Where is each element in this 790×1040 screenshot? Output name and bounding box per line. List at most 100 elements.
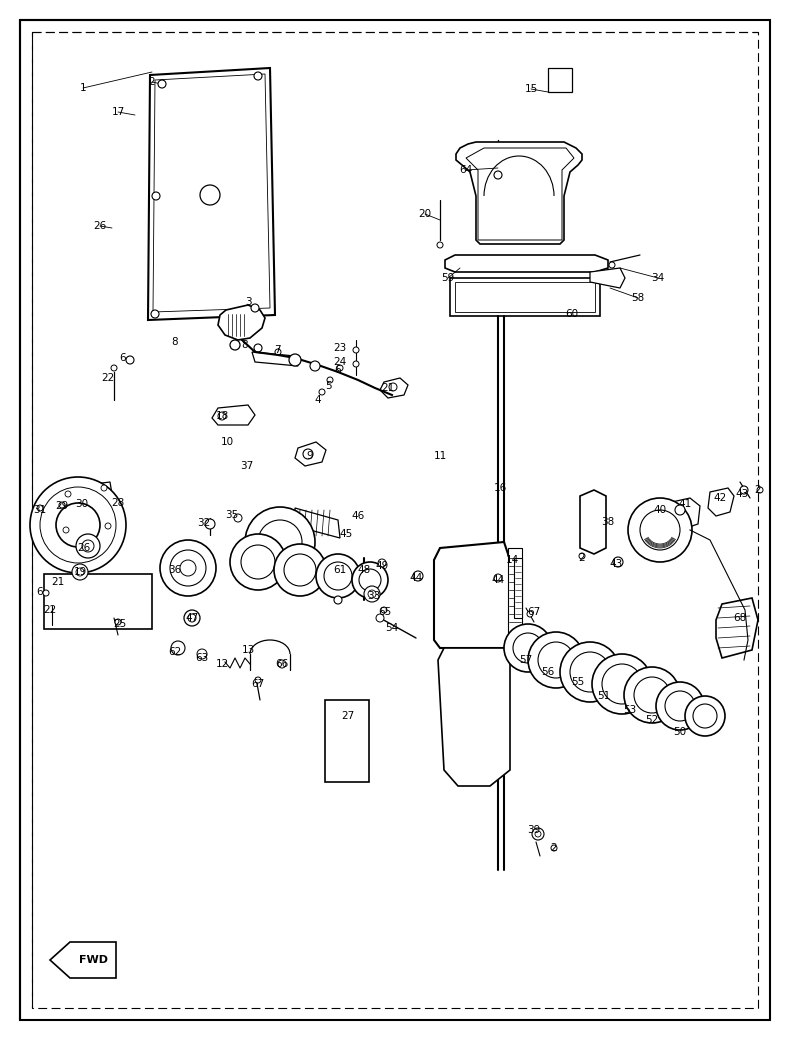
Circle shape bbox=[126, 356, 134, 364]
Circle shape bbox=[527, 612, 533, 617]
Text: 9: 9 bbox=[307, 451, 314, 461]
Circle shape bbox=[284, 554, 316, 586]
Circle shape bbox=[624, 667, 680, 723]
Text: 8: 8 bbox=[242, 340, 248, 350]
Circle shape bbox=[389, 383, 397, 391]
Circle shape bbox=[381, 607, 387, 613]
Text: 34: 34 bbox=[652, 274, 664, 283]
Circle shape bbox=[353, 361, 359, 367]
Text: 7: 7 bbox=[273, 345, 280, 355]
Polygon shape bbox=[580, 490, 606, 554]
Text: 48: 48 bbox=[357, 565, 371, 575]
Text: 26: 26 bbox=[77, 543, 91, 553]
Circle shape bbox=[376, 614, 384, 622]
Circle shape bbox=[628, 498, 692, 562]
Text: 43: 43 bbox=[735, 489, 749, 499]
Circle shape bbox=[740, 486, 748, 494]
Text: 41: 41 bbox=[679, 499, 691, 509]
Text: 45: 45 bbox=[340, 529, 352, 539]
Text: 43: 43 bbox=[609, 560, 623, 569]
Text: 29: 29 bbox=[55, 501, 69, 511]
Text: 27: 27 bbox=[341, 711, 355, 721]
Text: 6: 6 bbox=[120, 353, 126, 363]
Circle shape bbox=[289, 354, 301, 366]
Text: 67: 67 bbox=[251, 679, 265, 690]
Text: 66: 66 bbox=[276, 659, 288, 669]
Text: 62: 62 bbox=[168, 647, 182, 657]
Text: 46: 46 bbox=[352, 511, 365, 521]
Text: 28: 28 bbox=[111, 498, 125, 508]
Text: 53: 53 bbox=[623, 705, 637, 716]
Text: 21: 21 bbox=[382, 383, 395, 393]
Text: 51: 51 bbox=[597, 691, 611, 701]
Polygon shape bbox=[456, 142, 582, 244]
Text: 67: 67 bbox=[528, 607, 540, 617]
Text: 5: 5 bbox=[325, 381, 331, 391]
Text: 19: 19 bbox=[73, 567, 87, 577]
Circle shape bbox=[359, 569, 381, 591]
Polygon shape bbox=[148, 68, 275, 320]
Text: 39: 39 bbox=[528, 825, 540, 835]
Circle shape bbox=[184, 610, 200, 626]
Circle shape bbox=[613, 557, 623, 567]
Text: 16: 16 bbox=[494, 483, 506, 493]
Circle shape bbox=[570, 652, 610, 692]
Circle shape bbox=[251, 304, 259, 312]
Text: 58: 58 bbox=[631, 293, 645, 303]
Text: 2: 2 bbox=[149, 77, 156, 87]
Circle shape bbox=[30, 477, 126, 573]
Text: 44: 44 bbox=[491, 575, 505, 586]
Circle shape bbox=[218, 412, 226, 420]
Circle shape bbox=[494, 171, 502, 179]
Circle shape bbox=[757, 487, 763, 493]
Circle shape bbox=[364, 586, 380, 602]
Text: 59: 59 bbox=[442, 274, 454, 283]
Circle shape bbox=[180, 560, 196, 576]
Circle shape bbox=[234, 514, 242, 522]
Text: 4: 4 bbox=[314, 395, 322, 405]
Text: 12: 12 bbox=[216, 659, 228, 669]
Circle shape bbox=[334, 596, 342, 604]
Text: 50: 50 bbox=[673, 727, 687, 737]
Text: 10: 10 bbox=[220, 437, 234, 447]
Polygon shape bbox=[218, 305, 265, 340]
Circle shape bbox=[378, 560, 386, 567]
Text: 57: 57 bbox=[519, 655, 532, 665]
Text: 56: 56 bbox=[541, 667, 555, 677]
Circle shape bbox=[602, 664, 642, 704]
Circle shape bbox=[352, 562, 388, 598]
Circle shape bbox=[105, 523, 111, 529]
Polygon shape bbox=[438, 648, 510, 786]
Circle shape bbox=[538, 642, 574, 678]
Circle shape bbox=[303, 449, 313, 459]
Polygon shape bbox=[380, 378, 408, 398]
Circle shape bbox=[437, 242, 443, 248]
Circle shape bbox=[151, 310, 159, 318]
Text: 65: 65 bbox=[378, 607, 392, 617]
Circle shape bbox=[316, 554, 360, 598]
Polygon shape bbox=[515, 638, 545, 668]
Text: 36: 36 bbox=[168, 565, 182, 575]
Circle shape bbox=[188, 614, 196, 622]
Text: 26: 26 bbox=[93, 222, 107, 231]
Circle shape bbox=[327, 378, 333, 383]
Polygon shape bbox=[212, 405, 255, 425]
Circle shape bbox=[413, 571, 423, 581]
Text: 18: 18 bbox=[216, 411, 228, 421]
Circle shape bbox=[241, 545, 275, 579]
Text: 1: 1 bbox=[80, 83, 86, 93]
Text: 15: 15 bbox=[525, 84, 538, 94]
Circle shape bbox=[254, 344, 262, 352]
Text: 44: 44 bbox=[409, 573, 423, 583]
Circle shape bbox=[171, 641, 185, 655]
Text: 6: 6 bbox=[335, 365, 341, 375]
Circle shape bbox=[205, 519, 215, 529]
Circle shape bbox=[170, 550, 206, 586]
Polygon shape bbox=[252, 352, 298, 366]
Text: 60: 60 bbox=[566, 309, 578, 319]
Polygon shape bbox=[450, 278, 600, 316]
Circle shape bbox=[274, 544, 326, 596]
Polygon shape bbox=[434, 542, 510, 648]
Text: 68: 68 bbox=[733, 613, 747, 623]
Polygon shape bbox=[295, 508, 340, 538]
